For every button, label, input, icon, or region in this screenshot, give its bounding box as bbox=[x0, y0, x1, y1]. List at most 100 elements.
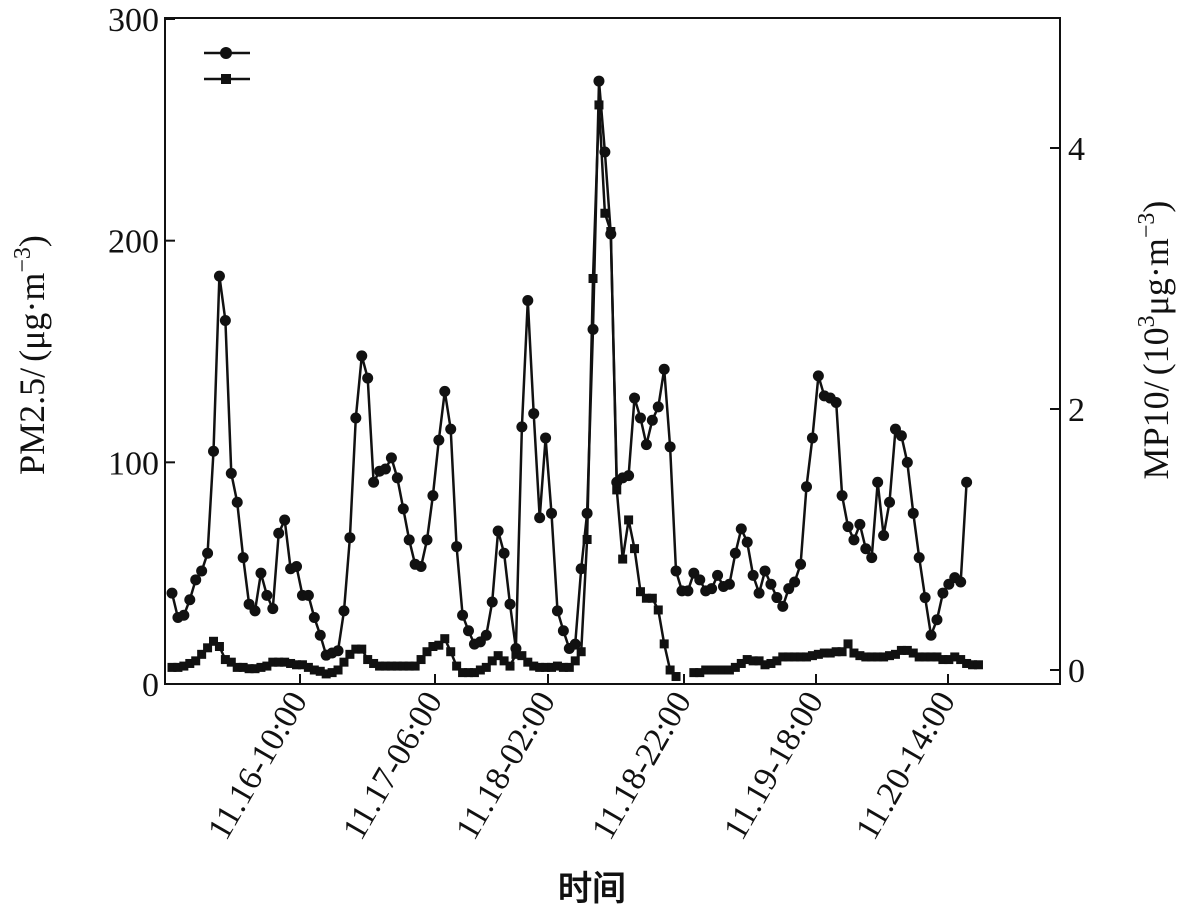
series-pm25-point bbox=[178, 609, 190, 621]
series-mp10-point bbox=[825, 648, 835, 658]
series-pm25-point bbox=[842, 521, 854, 533]
x-axis-label: 时间 bbox=[558, 869, 626, 909]
series-mp10-point bbox=[956, 655, 966, 665]
y-right-axis-label: MP10/(103μg·m−3) bbox=[1134, 201, 1176, 480]
series-pm25-point bbox=[646, 414, 658, 426]
series-mp10-point bbox=[831, 647, 841, 657]
series-pm25-point bbox=[397, 503, 409, 515]
series-pm25-point bbox=[445, 423, 457, 435]
series-pm25-point bbox=[528, 408, 540, 420]
series-pm25-point bbox=[551, 605, 563, 617]
series-pm25-point bbox=[344, 532, 356, 544]
series-mp10-point bbox=[600, 208, 610, 218]
series-pm25-point bbox=[356, 350, 368, 362]
series-mp10-point bbox=[772, 656, 782, 666]
series-pm25-point bbox=[480, 629, 492, 641]
series-pm25 bbox=[166, 75, 973, 661]
series-mp10-point bbox=[742, 655, 752, 665]
series-pm25-point bbox=[190, 574, 202, 586]
series-mp10-point bbox=[297, 660, 307, 670]
series-mp10-point bbox=[321, 669, 331, 679]
series-mp10-point bbox=[511, 649, 521, 659]
series-mp10-point bbox=[784, 652, 794, 662]
series-pm25-point bbox=[516, 421, 528, 433]
series-pm25-point bbox=[961, 476, 973, 488]
series-pm25-point bbox=[712, 569, 724, 581]
series-mp10-point bbox=[736, 658, 746, 668]
series-mp10-point bbox=[920, 652, 930, 662]
series-mp10-point bbox=[256, 662, 266, 672]
series-mp10-point bbox=[552, 661, 562, 671]
series-mp10-point bbox=[612, 485, 622, 495]
series-mp10-point bbox=[932, 652, 942, 662]
series-mp10-point bbox=[268, 657, 278, 667]
series-mp10-point bbox=[647, 593, 657, 603]
series-pm25-point bbox=[623, 470, 635, 482]
series-mp10-point bbox=[286, 658, 296, 668]
series-pm25-point bbox=[463, 625, 474, 637]
series-pm25-point bbox=[291, 561, 303, 573]
legend-marker-circle bbox=[220, 47, 232, 59]
series-mp10-point bbox=[333, 665, 343, 675]
y-left-axis-label: PM2.5/(μg·m−3) bbox=[10, 235, 52, 475]
series-pm25-point bbox=[457, 609, 469, 621]
series-pm25-point bbox=[581, 507, 593, 519]
series-mp10-point bbox=[416, 655, 426, 665]
series-mp10-point bbox=[517, 651, 527, 661]
series-mp10-point bbox=[659, 639, 669, 649]
series-pm25-point bbox=[208, 445, 220, 457]
series-pm25-point bbox=[753, 587, 765, 599]
series-mp10-point bbox=[885, 651, 895, 661]
series-mp10-point bbox=[671, 672, 681, 682]
series-layer bbox=[166, 75, 983, 682]
series-mp10-point bbox=[262, 661, 272, 671]
series-pm25-point bbox=[836, 490, 848, 502]
series-mp10-point bbox=[392, 661, 402, 671]
series-mp10-point bbox=[487, 656, 497, 666]
series-mp10-point bbox=[630, 544, 640, 554]
series-mp10-point bbox=[837, 647, 847, 657]
series-mp10-point bbox=[386, 661, 396, 671]
series-pm25-point bbox=[599, 146, 611, 158]
series-mp10-point bbox=[867, 652, 877, 662]
series-mp10-point bbox=[724, 665, 734, 675]
series-pm25-point bbox=[913, 552, 925, 564]
series-pm25-point bbox=[907, 507, 919, 519]
series-pm25-point bbox=[895, 430, 907, 442]
series-mp10 bbox=[167, 100, 983, 682]
y-left-tick-label: 300 bbox=[108, 2, 159, 39]
series-mp10-point bbox=[653, 605, 663, 615]
series-pm25-point bbox=[510, 643, 522, 655]
series-mp10-point bbox=[695, 668, 705, 678]
series-pm25-point bbox=[261, 589, 273, 601]
series-pm25-point bbox=[830, 396, 842, 408]
series-mp10-point bbox=[564, 662, 574, 672]
series-pm25-point bbox=[878, 529, 890, 541]
series-mp10-point bbox=[641, 593, 651, 603]
series-mp10-point bbox=[813, 649, 823, 659]
series-mp10-point bbox=[380, 661, 390, 671]
y-left-tick-label: 100 bbox=[108, 445, 159, 482]
series-pm25-point bbox=[403, 534, 415, 546]
x-tick-label: 11.18-02:00 bbox=[449, 686, 563, 847]
series-pm25-point bbox=[540, 432, 552, 444]
series-pm25-point bbox=[729, 547, 741, 559]
series-mp10-point bbox=[499, 656, 509, 666]
series-mp10-point bbox=[309, 665, 319, 675]
series-mp10-point bbox=[730, 662, 740, 672]
series-mp10-point bbox=[475, 665, 485, 675]
series-mp10-point bbox=[452, 661, 462, 671]
series-mp10-point bbox=[327, 668, 337, 678]
series-mp10-point bbox=[558, 662, 568, 672]
series-mp10-point bbox=[760, 660, 770, 670]
series-mp10-point bbox=[209, 636, 219, 646]
series-pm25-point bbox=[415, 561, 427, 573]
series-mp10-point bbox=[861, 652, 871, 662]
series-mp10-point bbox=[926, 652, 936, 662]
series-mp10-point bbox=[843, 639, 853, 649]
series-mp10-point bbox=[410, 661, 420, 671]
series-mp10-point bbox=[908, 648, 918, 658]
series-pm25-point bbox=[368, 476, 380, 488]
series-pm25-point bbox=[184, 594, 196, 606]
series-pm25-point bbox=[593, 75, 605, 87]
